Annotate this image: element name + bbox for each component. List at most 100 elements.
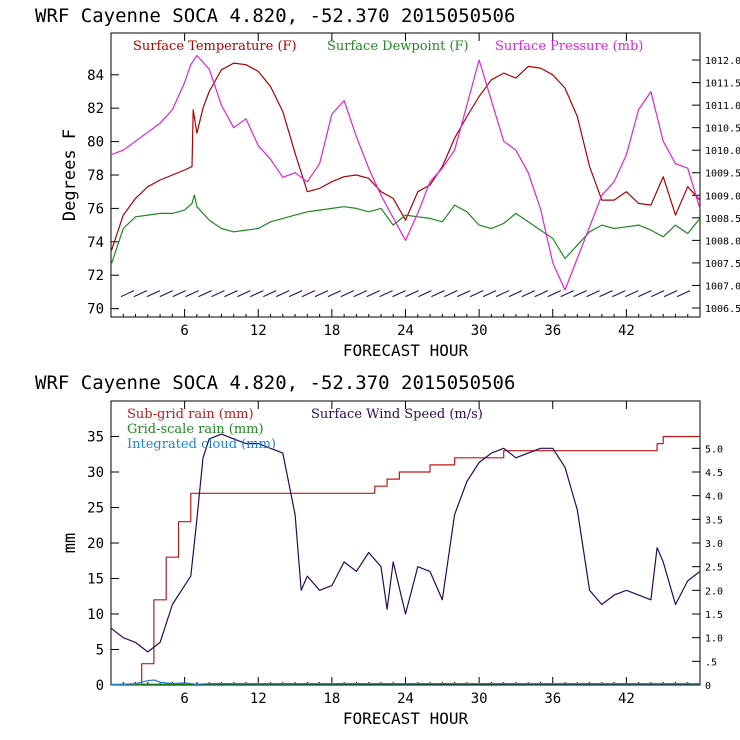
y-tick-label: 25 (87, 501, 104, 517)
y-tick-label: 35 (87, 430, 104, 446)
wind-barb (366, 290, 380, 298)
wind-barb (586, 290, 600, 298)
wind-barb (237, 290, 251, 298)
wind-barb (314, 290, 329, 298)
y2-tick-label: 2.0 (705, 586, 723, 597)
x-tick-label: 42 (618, 323, 635, 339)
wind-barb (133, 290, 148, 298)
wind-barb (508, 290, 523, 298)
y2-tick-label: 1008.5 (705, 214, 740, 225)
wind-barb (159, 290, 174, 298)
x-tick-label: 6 (180, 691, 188, 707)
y2-tick-label: 1.5 (705, 610, 723, 621)
plot-frame (110, 32, 701, 318)
y2-tick-label: 2.5 (705, 563, 723, 574)
x-tick-label: 12 (250, 691, 267, 707)
wind-barbs (120, 290, 691, 298)
x-axis-label: FORECAST HOUR (343, 341, 469, 360)
y2-tick-label: 1007.5 (705, 259, 740, 270)
x-tick-label: 36 (544, 323, 561, 339)
x-tick-label: 12 (250, 323, 267, 339)
wind-barb (573, 290, 587, 298)
wind-barb (392, 290, 406, 298)
x-tick-label: 30 (471, 323, 488, 339)
wind-barb (612, 290, 626, 298)
wind-barb (340, 290, 355, 298)
y-tick-label: 30 (87, 465, 104, 481)
x-tick-label: 6 (180, 323, 188, 339)
wind-barb (599, 290, 613, 298)
wind-barb (250, 290, 264, 298)
wind-barb (547, 290, 561, 298)
y2-tick-label: 1007.0 (705, 281, 740, 292)
wind-barb (301, 290, 316, 298)
legend-pressure-line: Surface Pressure (mb) (495, 39, 643, 54)
y2-tick-label: 1009.5 (705, 169, 740, 180)
temperature-line (110, 62, 701, 252)
y2-tick-label: 3.5 (705, 515, 723, 526)
legend-temperature-line: Surface Temperature (F) (133, 39, 297, 54)
y-tick-label: 70 (87, 302, 104, 318)
y-axis-label: mm (60, 533, 80, 553)
y2-tick-label: 5.0 (705, 444, 723, 455)
y-tick-label: 84 (87, 68, 104, 84)
wind-barb (638, 290, 652, 298)
y-tick-label: 80 (87, 135, 104, 151)
wind-barb (469, 290, 484, 298)
wind-barb (263, 290, 277, 298)
wind-barb (534, 290, 549, 298)
wind-barb (418, 290, 432, 298)
x-tick-label: 24 (397, 323, 414, 339)
y2-tick-label: 1011.5 (705, 79, 740, 90)
wind-barb (495, 290, 510, 298)
wind-barb (431, 290, 445, 298)
subgrid-rain-line (111, 435, 700, 686)
wind-barb (663, 290, 678, 298)
x-tick-label: 42 (618, 691, 635, 707)
y2-tick-label: 0 (705, 681, 711, 692)
y2-tick-label: .5 (705, 657, 717, 668)
x-tick-label: 18 (323, 691, 340, 707)
wind-barb (482, 290, 497, 298)
y-tick-label: 72 (87, 268, 104, 284)
y-tick-label: 15 (87, 572, 104, 588)
y-tick-label: 76 (87, 201, 104, 217)
y2-tick-label: 1011.0 (705, 101, 740, 112)
y2-tick-label: 1012.0 (705, 56, 740, 67)
wind-barb (379, 290, 393, 298)
rain-wind-chart: WRF Cayenne SOCA 4.820, -52.370 20150505… (35, 372, 723, 728)
wind-barb (198, 290, 212, 298)
wind-barb (146, 290, 161, 298)
wind-barb (560, 290, 574, 298)
wind-barb (224, 290, 238, 298)
wind-barb (275, 290, 290, 298)
y2-tick-label: 1010.5 (705, 124, 740, 135)
temperature-pressure-chart: WRF Cayenne SOCA 4.820, -52.370 20150505… (35, 5, 740, 360)
y-tick-label: 0 (96, 678, 104, 694)
y2-tick-label: 1010.0 (705, 146, 740, 157)
x-tick-label: 18 (323, 323, 340, 339)
wind-barb (353, 290, 367, 298)
cloud-line (110, 679, 700, 686)
y-axis-label: Degrees F (60, 129, 80, 221)
wind-barb (327, 290, 342, 298)
legend-wind-speed-line: Surface Wind Speed (m/s) (311, 407, 483, 422)
x-tick-label: 24 (397, 691, 414, 707)
y2-tick-label: 1008.0 (705, 236, 740, 247)
wind-barb (650, 290, 665, 298)
pressure-line (110, 54, 701, 291)
x-axis-label: FORECAST HOUR (343, 709, 469, 728)
y2-tick-label: 4.5 (705, 468, 723, 479)
y2-tick-label: 1009.0 (705, 191, 740, 202)
y-tick-label: 74 (87, 235, 104, 251)
chart-title: WRF Cayenne SOCA 4.820, -52.370 20150505… (35, 372, 515, 394)
y2-tick-label: 4.0 (705, 492, 723, 503)
wind-barb (185, 290, 199, 298)
wind-barb (676, 290, 691, 298)
wind-barb (120, 290, 135, 298)
y2-tick-label: 1.0 (705, 634, 723, 645)
wind-speed-line (110, 433, 701, 653)
wind-barb (457, 290, 471, 298)
wind-barb (172, 290, 186, 298)
